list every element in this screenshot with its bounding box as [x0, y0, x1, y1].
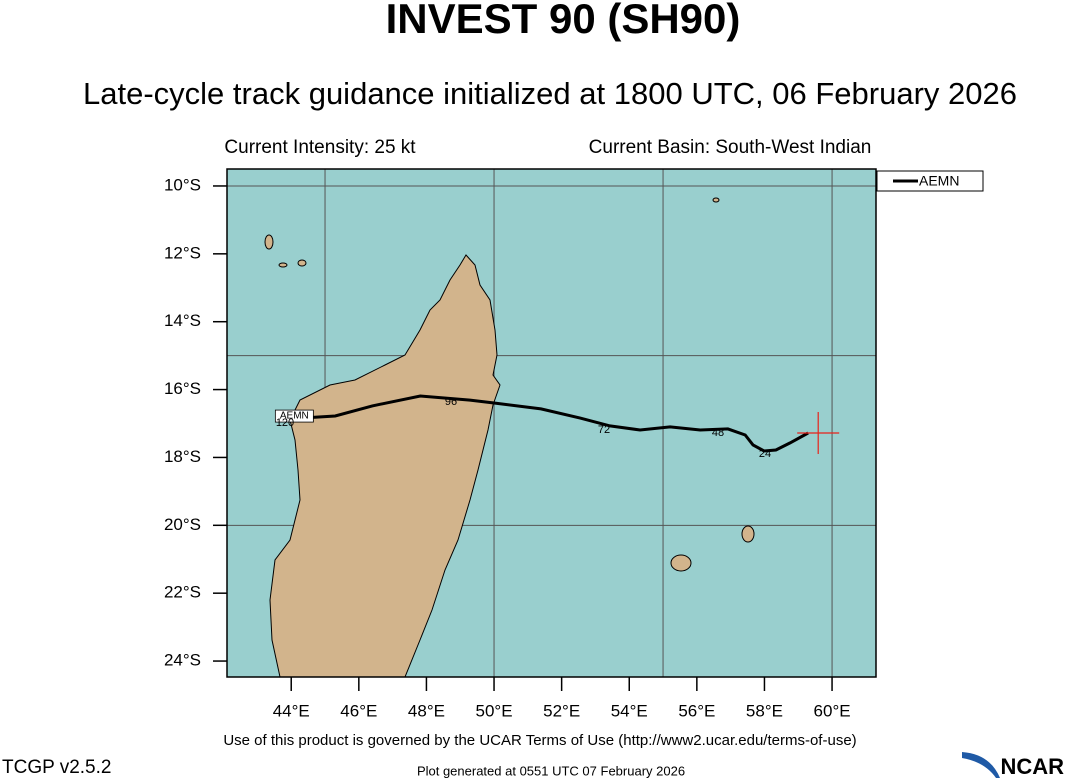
logo-mark [962, 752, 1000, 778]
x-tick-label: 44°E [273, 701, 310, 720]
island [297, 259, 307, 267]
forecast-hour: 72 [598, 424, 610, 436]
x-tick-label: 50°E [476, 701, 513, 720]
reunion [670, 554, 692, 572]
plot-frame [226, 168, 877, 678]
y-tick-label: 16°S [164, 379, 201, 398]
subtitle: Late-cycle track guidance initialized at… [83, 76, 1017, 111]
x-tick-label: 56°E [678, 701, 715, 720]
y-tick-label: 24°S [164, 651, 201, 670]
legend [876, 170, 984, 192]
model-label-box [274, 409, 314, 423]
x-tick-label: 46°E [340, 701, 377, 720]
y-tick-label: 22°S [164, 583, 201, 602]
island [264, 234, 274, 250]
forecast-hour: 96 [445, 396, 457, 408]
mauritius [741, 525, 755, 543]
y-tick-label: 10°S [164, 175, 201, 194]
y-tick-label: 18°S [164, 447, 201, 466]
title: INVEST 90 (SH90) [386, 0, 741, 42]
x-tick-label: 60°E [814, 701, 851, 720]
version: TCGP v2.5.2 [2, 757, 111, 778]
island [278, 262, 288, 268]
x-tick-label: 58°E [746, 701, 783, 720]
terms: Use of this product is governed by the U… [223, 732, 856, 749]
y-tick-label: 20°S [164, 515, 201, 534]
x-tick-label: 52°E [543, 701, 580, 720]
track [300, 394, 809, 453]
madagascar [269, 254, 501, 678]
y-tick-label: 12°S [164, 243, 201, 262]
forecast-hour: 48 [712, 427, 724, 439]
forecast-hour: 120 [276, 417, 294, 429]
x-tick-label: 54°E [611, 701, 648, 720]
legend-label: AEMN [919, 173, 959, 189]
forecast-hour: 24 [759, 448, 771, 460]
basin: Current Basin: South-West Indian [589, 137, 872, 158]
intensity: Current Intensity: 25 kt [224, 137, 416, 158]
logo: NCAR [1000, 754, 1064, 779]
island [712, 197, 720, 203]
generated: Plot generated at 0551 UTC 07 February 2… [417, 763, 685, 778]
model-label: AEMN [280, 411, 309, 422]
y-tick-label: 14°S [164, 311, 201, 330]
x-tick-label: 48°E [408, 701, 445, 720]
land [264, 197, 755, 678]
